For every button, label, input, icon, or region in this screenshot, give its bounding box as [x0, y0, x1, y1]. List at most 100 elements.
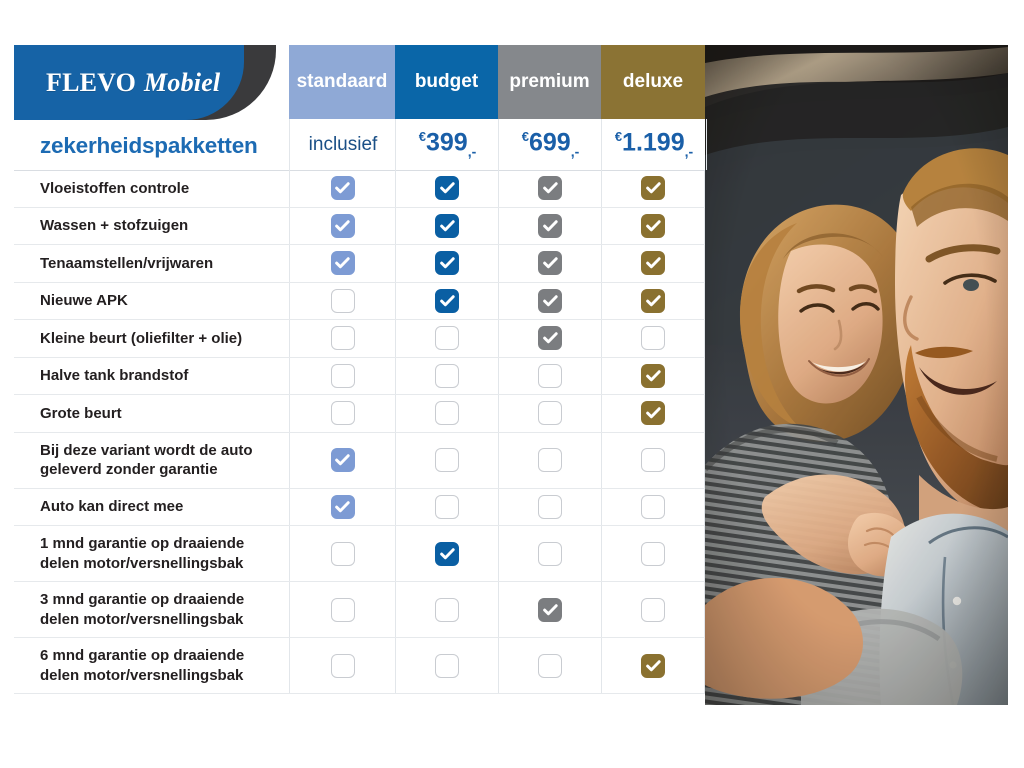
checkbox-checked[interactable] [538, 288, 562, 313]
cell-standaard[interactable] [289, 282, 395, 319]
cell-standaard[interactable] [289, 395, 395, 432]
cell-deluxe[interactable] [601, 488, 705, 525]
cell-premium[interactable] [498, 526, 601, 581]
checkbox-unchecked[interactable] [641, 448, 665, 472]
cell-budget[interactable] [395, 432, 498, 488]
checkbox-checked[interactable] [435, 541, 459, 566]
checkbox-unchecked[interactable] [641, 541, 665, 566]
checkbox-unchecked[interactable] [330, 597, 355, 622]
checkbox-unchecked[interactable] [435, 597, 459, 622]
checkbox-checked[interactable] [538, 213, 562, 238]
cell-deluxe[interactable] [601, 638, 705, 693]
column-header-standaard[interactable]: standaard [289, 45, 395, 119]
checkbox-unchecked[interactable] [538, 363, 562, 388]
cell-premium[interactable] [498, 395, 601, 432]
checkbox-unchecked[interactable] [435, 326, 459, 351]
cell-standaard[interactable] [289, 207, 395, 244]
checkbox-checked[interactable] [330, 494, 355, 519]
checkbox-checked[interactable] [330, 251, 355, 276]
checkbox-checked[interactable] [641, 363, 665, 388]
checkbox-checked[interactable] [330, 176, 355, 201]
cell-deluxe[interactable] [601, 582, 705, 637]
cell-deluxe[interactable] [601, 526, 705, 581]
checkbox-unchecked[interactable] [538, 448, 562, 472]
checkbox-unchecked[interactable] [330, 401, 355, 426]
checkbox-checked[interactable] [435, 213, 459, 238]
cell-deluxe[interactable] [601, 245, 705, 282]
checkbox-unchecked[interactable] [435, 401, 459, 426]
checkbox-checked[interactable] [435, 288, 459, 313]
checkbox-checked[interactable] [330, 448, 355, 472]
cell-deluxe[interactable] [601, 320, 705, 357]
cell-premium[interactable] [498, 488, 601, 525]
cell-premium[interactable] [498, 638, 601, 693]
checkbox-checked[interactable] [538, 326, 562, 351]
checkbox-unchecked[interactable] [435, 653, 459, 678]
cell-deluxe[interactable] [601, 170, 705, 207]
cell-deluxe[interactable] [601, 282, 705, 319]
checkbox-unchecked[interactable] [435, 494, 459, 519]
checkbox-unchecked[interactable] [435, 363, 459, 388]
cell-standaard[interactable] [289, 357, 395, 394]
cell-premium[interactable] [498, 207, 601, 244]
checkbox-unchecked[interactable] [538, 653, 562, 678]
checkbox-checked[interactable] [538, 597, 562, 622]
cell-premium[interactable] [498, 282, 601, 319]
cell-budget[interactable] [395, 320, 498, 357]
cell-budget[interactable] [395, 638, 498, 693]
cell-standaard[interactable] [289, 245, 395, 282]
cell-standaard[interactable] [289, 488, 395, 525]
cell-budget[interactable] [395, 207, 498, 244]
column-header-budget[interactable]: budget [395, 45, 498, 119]
cell-deluxe[interactable] [601, 357, 705, 394]
cell-budget[interactable] [395, 526, 498, 581]
checkbox-checked[interactable] [435, 176, 459, 201]
cell-budget[interactable] [395, 582, 498, 637]
cell-budget[interactable] [395, 357, 498, 394]
checkbox-unchecked[interactable] [538, 401, 562, 426]
cell-standaard[interactable] [289, 526, 395, 581]
checkbox-unchecked[interactable] [330, 326, 355, 351]
cell-deluxe[interactable] [601, 432, 705, 488]
cell-budget[interactable] [395, 170, 498, 207]
checkbox-unchecked[interactable] [538, 494, 562, 519]
cell-budget[interactable] [395, 395, 498, 432]
cell-deluxe[interactable] [601, 395, 705, 432]
checkbox-checked[interactable] [641, 176, 665, 201]
cell-standaard[interactable] [289, 320, 395, 357]
checkbox-checked[interactable] [641, 213, 665, 238]
checkbox-checked[interactable] [641, 401, 665, 426]
cell-budget[interactable] [395, 245, 498, 282]
checkbox-checked[interactable] [641, 288, 665, 313]
checkbox-unchecked[interactable] [641, 494, 665, 519]
checkbox-unchecked[interactable] [538, 541, 562, 566]
checkbox-checked[interactable] [641, 653, 665, 678]
checkbox-checked[interactable] [538, 251, 562, 276]
checkbox-unchecked[interactable] [330, 653, 355, 678]
cell-budget[interactable] [395, 488, 498, 525]
cell-premium[interactable] [498, 245, 601, 282]
checkbox-checked[interactable] [330, 213, 355, 238]
cell-standaard[interactable] [289, 638, 395, 693]
checkbox-unchecked[interactable] [641, 597, 665, 622]
checkbox-unchecked[interactable] [435, 448, 459, 472]
cell-premium[interactable] [498, 320, 601, 357]
cell-deluxe[interactable] [601, 207, 705, 244]
checkbox-checked[interactable] [641, 251, 665, 276]
cell-budget[interactable] [395, 282, 498, 319]
checkbox-unchecked[interactable] [330, 541, 355, 566]
cell-premium[interactable] [498, 432, 601, 488]
cell-premium[interactable] [498, 582, 601, 637]
checkbox-checked[interactable] [538, 176, 562, 201]
cell-premium[interactable] [498, 170, 601, 207]
column-header-premium[interactable]: premium [498, 45, 601, 119]
checkbox-unchecked[interactable] [330, 363, 355, 388]
checkbox-unchecked[interactable] [641, 326, 665, 351]
cell-standaard[interactable] [289, 582, 395, 637]
column-header-deluxe[interactable]: deluxe [601, 45, 705, 119]
cell-premium[interactable] [498, 357, 601, 394]
cell-standaard[interactable] [289, 170, 395, 207]
cell-standaard[interactable] [289, 432, 395, 488]
checkbox-unchecked[interactable] [330, 288, 355, 313]
checkbox-checked[interactable] [435, 251, 459, 276]
